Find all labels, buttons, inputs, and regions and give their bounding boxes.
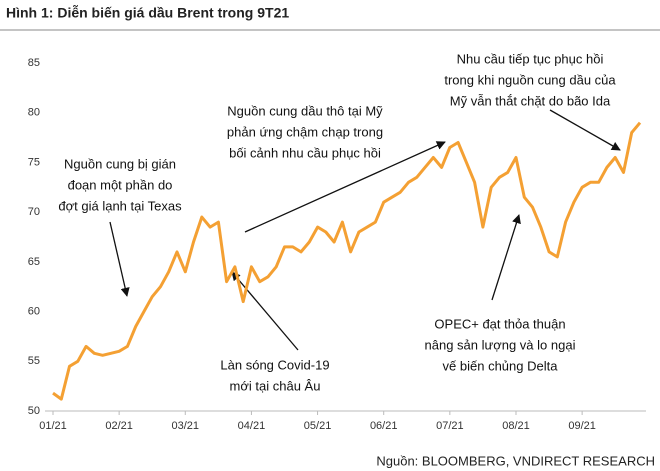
source: Nguồn: BLOOMBERG, VNDIRECT RESEARCH (376, 453, 655, 468)
x-tick-label: 07/21 (436, 420, 464, 432)
arrow (491, 214, 521, 301)
y-tick-label: 75 (28, 156, 40, 168)
x-tick-label: 02/21 (105, 420, 133, 432)
arrow (231, 271, 299, 351)
annotation: phản ứng chậm chạp trong (227, 124, 383, 139)
x-tick-label: 08/21 (502, 420, 530, 432)
annotation: Nguồn cung bị gián (64, 156, 176, 171)
x-tick-label: 04/21 (238, 420, 266, 432)
annotation: Mỹ vẫn thắt chặt do bão Ida (450, 93, 611, 108)
price-line (52, 121, 642, 401)
arrow (109, 221, 130, 297)
annotation: bối cảnh nhu cầu phục hồi (229, 145, 381, 160)
annotation: trong khi nguồn cung dầu của (444, 72, 616, 87)
x-tick-label: 06/21 (370, 420, 398, 432)
arrow (244, 141, 446, 233)
annotation: nâng sản lượng và lo ngại (425, 337, 576, 352)
y-tick-label: 55 (28, 355, 40, 367)
chart-title: Hình 1: Diễn biến giá dầu Brent trong 9T… (6, 5, 289, 21)
x-tick-label: 01/21 (39, 420, 67, 432)
x-tick-label: 09/21 (568, 420, 596, 432)
x-tick-label: 03/21 (172, 420, 200, 432)
x-tick-label: 05/21 (304, 420, 332, 432)
annotation: vế biến chủng Delta (443, 358, 559, 373)
y-tick-label: 60 (28, 305, 40, 317)
annotation: Nguồn cung dầu thô tại Mỹ (227, 103, 383, 118)
y-tick-label: 70 (28, 206, 40, 218)
annotation: đợt giá lạnh tại Texas (58, 198, 182, 213)
annotation: Làn sóng Covid-19 (220, 357, 329, 372)
y-tick-label: 85 (28, 57, 40, 69)
arrow (549, 109, 621, 151)
annotation: OPEC+ đạt thỏa thuận (434, 316, 565, 331)
y-tick-label: 50 (28, 405, 40, 417)
y-tick-label: 65 (28, 256, 40, 268)
annotation: đoạn một phần do (68, 177, 173, 192)
y-tick-label: 80 (28, 107, 40, 119)
annotation: mới tại châu Âu (230, 378, 321, 393)
annotation: Nhu cầu tiếp tục phục hồi (457, 51, 604, 66)
